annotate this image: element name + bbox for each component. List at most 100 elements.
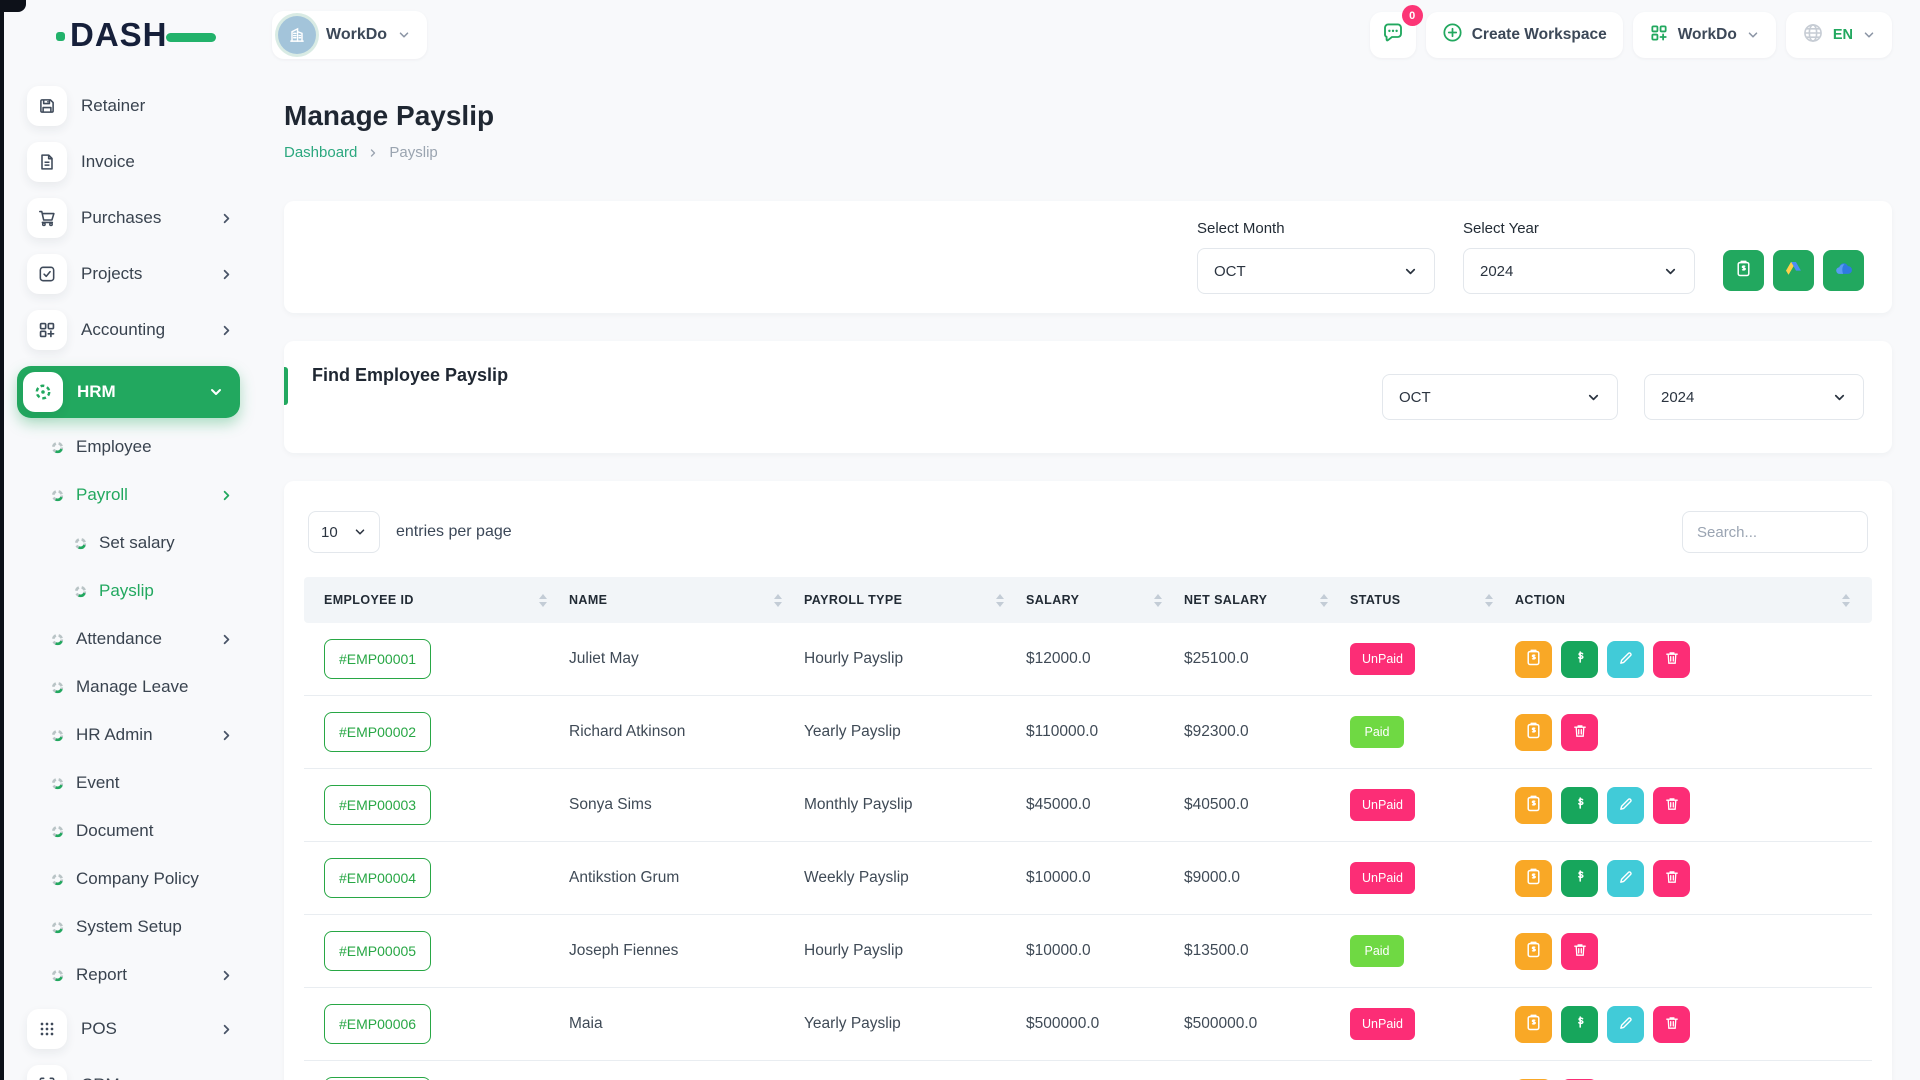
delete-action-button[interactable]	[1561, 932, 1598, 970]
google-drive-export-button[interactable]	[1773, 249, 1814, 291]
page-size-select[interactable]: 10	[308, 511, 380, 553]
sidebar-item-attendance[interactable]: Attendance	[17, 619, 240, 659]
column-header-status[interactable]: STATUS	[1350, 593, 1515, 607]
sort-icon[interactable]	[774, 593, 782, 607]
month-select[interactable]: OCT	[1197, 248, 1435, 294]
payslip-action-button[interactable]	[1515, 1078, 1552, 1080]
sidebar-item-label: Attendance	[76, 629, 163, 648]
year-select[interactable]: 2024	[1463, 248, 1695, 294]
pay-action-button[interactable]	[1561, 859, 1598, 897]
sort-icon[interactable]	[539, 593, 547, 607]
payslip-action-button[interactable]	[1515, 932, 1552, 970]
sidebar-item-manage-leave[interactable]: Manage Leave	[17, 667, 240, 707]
sidebar-item-hr-admin[interactable]: HR Admin	[17, 715, 240, 755]
projects-icon	[27, 254, 67, 294]
breadcrumb: Dashboard Payslip	[284, 144, 1892, 161]
pay-action-button[interactable]	[1561, 1005, 1598, 1043]
delete-action-button[interactable]	[1561, 713, 1598, 751]
topbar-actions: 0 Create Workspace WorkDo EN	[1369, 5, 1892, 58]
logo[interactable]: DASH	[0, 16, 272, 54]
sidebar-item-document[interactable]: Document	[17, 811, 240, 851]
language-selector[interactable]: EN	[1785, 12, 1892, 58]
sidebar-item-retainer[interactable]: Retainer	[17, 86, 240, 126]
payslip-action-button[interactable]	[1515, 786, 1552, 824]
delete-action-button[interactable]	[1653, 640, 1690, 678]
sort-icon[interactable]	[1320, 593, 1328, 607]
pay-action-button[interactable]	[1561, 640, 1598, 678]
workspace-switcher[interactable]: WorkDo	[272, 11, 428, 59]
sidebar-item-payroll[interactable]: Payroll	[17, 475, 240, 515]
cell-actions	[1515, 786, 1872, 824]
employee-id-link[interactable]: #EMP00006	[324, 1004, 432, 1044]
column-header-salary[interactable]: SALARY	[1026, 593, 1184, 607]
search-input[interactable]	[1682, 511, 1868, 553]
dollar-icon	[1572, 795, 1588, 816]
sort-icon[interactable]	[1485, 593, 1493, 607]
payslip-action-button[interactable]	[1515, 859, 1552, 897]
edit-action-button[interactable]	[1607, 1005, 1644, 1043]
clipboard-icon	[1524, 940, 1543, 962]
edit-action-button[interactable]	[1607, 640, 1644, 678]
messages-button[interactable]: 0	[1369, 5, 1423, 58]
create-workspace-button[interactable]: Create Workspace	[1425, 12, 1623, 58]
sidebar-item-label: Report	[76, 965, 128, 984]
cell-employee-id: #EMP00007	[304, 1077, 569, 1080]
employee-id-link[interactable]: #EMP00004	[324, 858, 432, 898]
export-payslip-button[interactable]	[1723, 249, 1764, 291]
onedrive-export-button[interactable]	[1823, 249, 1864, 291]
payslip-action-button[interactable]	[1515, 640, 1552, 678]
column-header-payroll-type[interactable]: PAYROLL TYPE	[804, 593, 1026, 607]
find-month-select[interactable]: OCT	[1382, 374, 1618, 420]
employee-id-link[interactable]: #EMP00005	[324, 931, 432, 971]
sidebar-item-company-policy[interactable]: Company Policy	[17, 859, 240, 899]
pay-action-button[interactable]	[1561, 786, 1598, 824]
column-header-employee-id[interactable]: EMPLOYEE ID	[304, 593, 569, 607]
edit-action-button[interactable]	[1607, 786, 1644, 824]
find-year-select[interactable]: 2024	[1644, 374, 1864, 420]
sort-icon[interactable]	[1842, 593, 1850, 607]
main-content: Manage Payslip Dashboard Payslip Select …	[272, 70, 1920, 1080]
cell-name: Juliet May	[569, 650, 639, 667]
payslip-action-button[interactable]	[1515, 713, 1552, 751]
sidebar-item-event[interactable]: Event	[17, 763, 240, 803]
sidebar-item-label: Purchases	[81, 208, 162, 227]
sidebar-item-projects[interactable]: Projects	[17, 254, 240, 294]
sidebar-item-accounting[interactable]: Accounting	[17, 310, 240, 350]
sidebar-item-pos[interactable]: POS	[17, 1009, 240, 1049]
chevron-down-icon	[1862, 28, 1876, 42]
sort-icon[interactable]	[996, 593, 1004, 607]
sidebar-item-invoice[interactable]: Invoice	[17, 142, 240, 182]
sidebar-item-system-setup[interactable]: System Setup	[17, 907, 240, 947]
delete-action-button[interactable]	[1653, 786, 1690, 824]
column-header-name[interactable]: NAME	[569, 593, 804, 607]
sidebar-item-crm[interactable]: CRM	[17, 1065, 240, 1080]
chat-icon	[1381, 21, 1405, 50]
employee-id-link[interactable]: #EMP00003	[324, 785, 432, 825]
sidebar-item-payslip[interactable]: Payslip	[17, 571, 240, 611]
edit-action-button[interactable]	[1607, 859, 1644, 897]
page-title: Manage Payslip	[284, 100, 495, 131]
sidebar-item-set-salary[interactable]: Set salary	[17, 523, 240, 563]
sidebar-item-label: Accounting	[81, 320, 166, 339]
screen-edge	[0, 0, 4, 1080]
delete-action-button[interactable]	[1653, 1005, 1690, 1043]
trash-icon	[1572, 723, 1588, 742]
breadcrumb-dashboard-link[interactable]: Dashboard	[284, 144, 358, 161]
payslip-action-button[interactable]	[1515, 1005, 1552, 1043]
cell-actions	[1515, 859, 1872, 897]
sidebar-item-purchases[interactable]: Purchases	[17, 198, 240, 238]
sort-icon[interactable]	[1154, 593, 1162, 607]
employee-id-link[interactable]: #EMP00001	[324, 639, 432, 679]
delete-action-button[interactable]	[1653, 859, 1690, 897]
delete-action-button[interactable]	[1561, 1078, 1598, 1080]
cloud-icon	[1834, 259, 1854, 282]
employee-id-link[interactable]: #EMP00002	[324, 712, 432, 752]
sidebar-item-hrm[interactable]: HRM	[17, 366, 240, 418]
sidebar-item-report[interactable]: Report	[17, 955, 240, 995]
chevron-right-icon	[219, 323, 234, 338]
column-header-label: NAME	[569, 593, 608, 607]
column-header-action[interactable]: ACTION	[1515, 593, 1872, 607]
apps-menu-button[interactable]: WorkDo	[1632, 12, 1776, 58]
sidebar-item-employee[interactable]: Employee	[17, 427, 240, 467]
column-header-net-salary[interactable]: NET SALARY	[1184, 593, 1350, 607]
